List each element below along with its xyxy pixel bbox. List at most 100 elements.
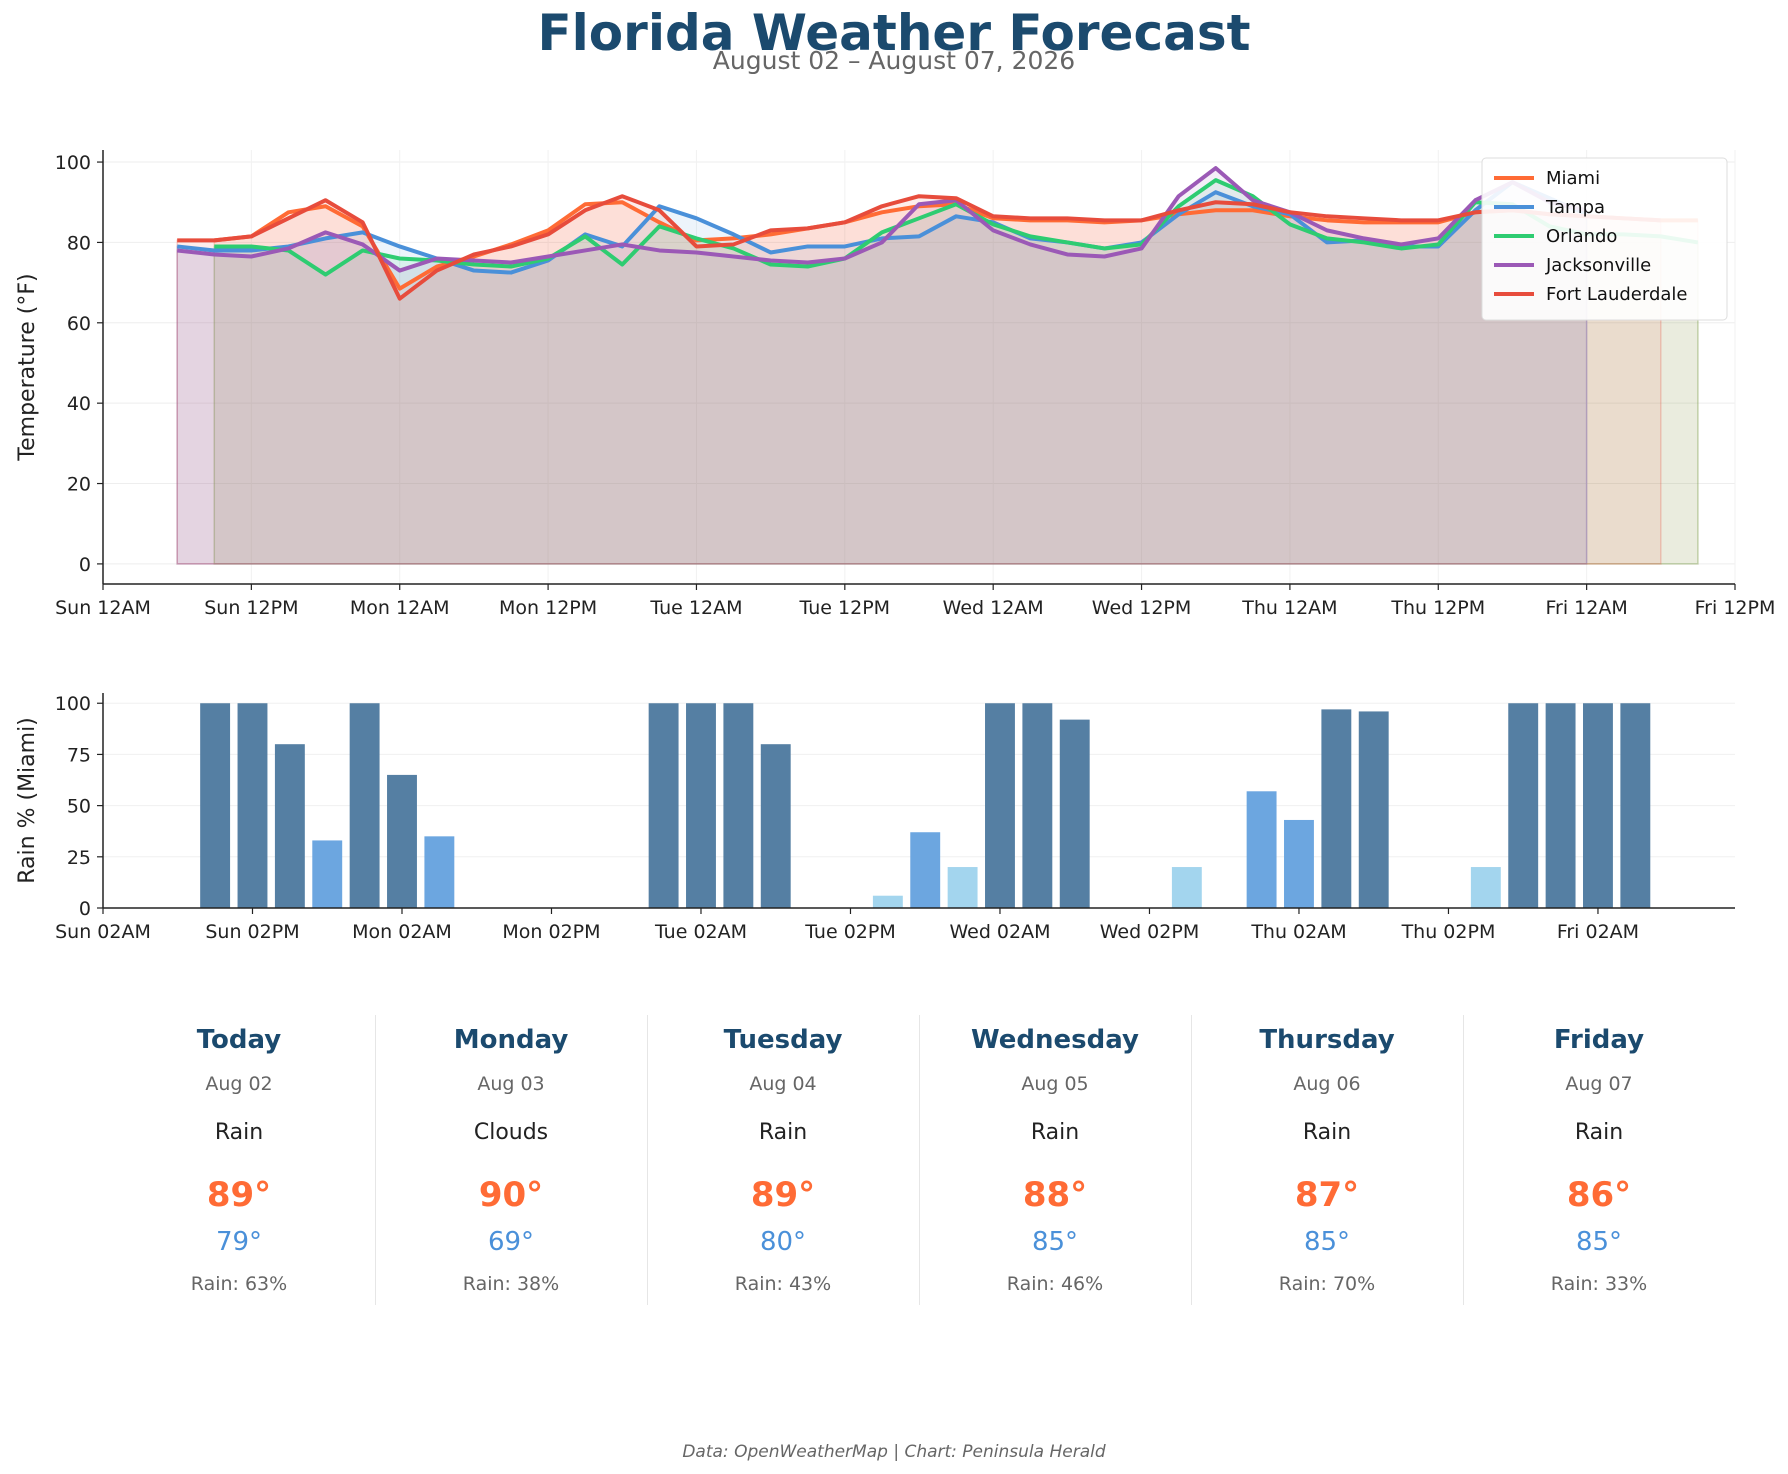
card-divider	[919, 1015, 920, 1305]
x-tick-label: Thu 12AM	[1241, 597, 1337, 619]
series-line-jacksonville	[176, 166, 1588, 273]
x-tick-label: Tue 12PM	[799, 597, 891, 619]
forecast-day: Tuesday	[723, 1025, 843, 1055]
x-tick-label: Wed 02AM	[949, 921, 1050, 943]
rain-bar	[312, 840, 343, 908]
forecast-rain: Rain: 43%	[734, 1273, 832, 1295]
rain-chart: 0 25 50 75 100 Sun 02AM Sun 02PM Mon 02AM Mon 02…	[15, 693, 1735, 943]
forecast-card: Monday Aug 03 Clouds 90° 69° Rain: 38%	[375, 1015, 647, 1305]
x-tick-label: Wed 02PM	[1100, 921, 1200, 943]
rain-bar	[648, 703, 679, 908]
forecast-condition: Rain	[214, 1120, 264, 1145]
forecast-card: Thursday Aug 06 Rain 87° 85° Rain: 70%	[1191, 1015, 1463, 1305]
forecast-date: Aug 03	[477, 1073, 545, 1095]
x-tick-label: Sun 12PM	[204, 597, 298, 619]
forecast-condition: Rain	[758, 1120, 808, 1145]
forecast-high: 89°	[750, 1175, 816, 1215]
forecast-date: Aug 07	[1565, 1073, 1633, 1095]
rain-bar	[387, 774, 417, 908]
forecast-high: 87°	[1294, 1175, 1360, 1215]
rain-bar	[1620, 703, 1651, 908]
forecast-rain: Rain: 33%	[1550, 1273, 1648, 1295]
y-tick-label: 60	[67, 313, 91, 335]
forecast-card: Wednesday Aug 05 Rain 88° 85° Rain: 46%	[919, 1015, 1191, 1305]
rain-bar	[237, 703, 268, 908]
forecast-low: 80°	[759, 1227, 807, 1257]
forecast-rain: Rain: 46%	[1006, 1273, 1104, 1295]
legend-label-orlando: Orlando	[1546, 226, 1617, 247]
y-axis-label: Temperature (°F)	[15, 273, 40, 461]
forecast-day: Wednesday	[971, 1025, 1139, 1055]
rain-bar	[872, 895, 903, 908]
x-tick-label: Mon 12PM	[499, 597, 597, 619]
legend-label-miami: Miami	[1546, 168, 1600, 189]
rain-bar	[1059, 719, 1090, 908]
x-tick-label: Mon 02PM	[502, 921, 600, 943]
rain-bar	[947, 867, 978, 908]
forecast-rain: Rain: 38%	[462, 1273, 560, 1295]
rain-bar	[723, 703, 754, 908]
forecast-day: Friday	[1553, 1025, 1645, 1055]
x-tick-label: Thu 02PM	[1401, 921, 1496, 943]
rain-bar	[1171, 867, 1202, 908]
forecast-card: Tuesday Aug 04 Rain 89° 80° Rain: 43%	[647, 1015, 919, 1305]
rain-bar	[1470, 867, 1501, 908]
y-tick-label: 80	[67, 232, 91, 254]
x-tick-label: Tue 02PM	[804, 921, 896, 943]
rain-bar	[349, 703, 380, 908]
legend: Miami Tampa Orlando Jacksonville Fort Lauder…	[1481, 157, 1728, 321]
series-line-fort-lauderdale	[177, 194, 1661, 301]
y-tick-label: 75	[67, 744, 91, 766]
rain-bar	[200, 703, 231, 908]
rain-bar	[1284, 819, 1314, 908]
x-tick-label: Wed 12PM	[1092, 597, 1192, 619]
rain-bar	[910, 832, 941, 908]
page-title: Florida Weather Forecast	[537, 4, 1251, 62]
y-tick-label: 100	[55, 152, 91, 174]
card-divider	[1191, 1015, 1192, 1305]
x-tick-label: Tue 12AM	[649, 597, 742, 619]
x-tick-label: Mon 02AM	[352, 921, 452, 943]
forecast-rain: Rain: 70%	[1278, 1273, 1376, 1295]
rain-bar	[424, 836, 455, 908]
legend-label-tampa: Tampa	[1545, 197, 1605, 218]
forecast-low: 85°	[1031, 1227, 1079, 1257]
rain-bar	[1022, 703, 1053, 908]
legend-label-fort-lauderdale: Fort Lauderdale	[1546, 284, 1688, 305]
y-tick-label: 100	[55, 693, 91, 715]
x-tick-label: Tue 02AM	[654, 921, 747, 943]
temperature-chart: 0 20 40 60 80 100 Sun 12AM Sun 12PM Mon 12AM Mon …	[15, 150, 1776, 619]
rain-bar	[1246, 791, 1277, 908]
legend-label-jacksonville: Jacksonville	[1545, 255, 1651, 276]
x-tick-label: Thu 02AM	[1250, 921, 1346, 943]
page-subtitle: August 02 – August 07, 2026	[712, 46, 1076, 75]
rain-bar	[1583, 703, 1613, 908]
forecast-date: Aug 02	[205, 1073, 273, 1095]
forecast-date: Aug 05	[1021, 1073, 1089, 1095]
x-tick-label: Fri 02AM	[1557, 921, 1639, 943]
rain-bar	[1545, 703, 1576, 908]
forecast-cards: Today Aug 02 Rain 89° 79° Rain: 63% Mond…	[103, 1015, 1735, 1305]
rain-bar	[274, 744, 305, 908]
x-tick-label: Fri 12PM	[1695, 597, 1776, 619]
legend-box	[1481, 157, 1728, 321]
rain-bar	[1508, 703, 1539, 908]
card-divider	[1463, 1015, 1464, 1305]
forecast-card: Today Aug 02 Rain 89° 79° Rain: 63%	[103, 1015, 375, 1305]
forecast-high: 90°	[478, 1175, 544, 1215]
forecast-card: Friday Aug 07 Rain 86° 85° Rain: 33%	[1463, 1015, 1735, 1305]
card-divider	[647, 1015, 648, 1305]
y-tick-label: 0	[79, 898, 91, 920]
x-tick-label: Sun 12AM	[55, 597, 151, 619]
forecast-condition: Rain	[1302, 1120, 1352, 1145]
y-tick-label: 20	[67, 474, 91, 496]
x-tick-label: Sun 02PM	[205, 921, 299, 943]
x-tick-label: Sun 02AM	[55, 921, 151, 943]
forecast-condition: Rain	[1574, 1120, 1624, 1145]
rain-bar	[985, 703, 1015, 908]
x-tick-label: Wed 12AM	[943, 597, 1044, 619]
series-line-orlando	[214, 178, 1699, 277]
y-tick-label: 25	[67, 847, 91, 869]
x-tick-label: Thu 12PM	[1390, 597, 1485, 619]
y-axis-label: Rain % (Miami)	[15, 717, 40, 884]
